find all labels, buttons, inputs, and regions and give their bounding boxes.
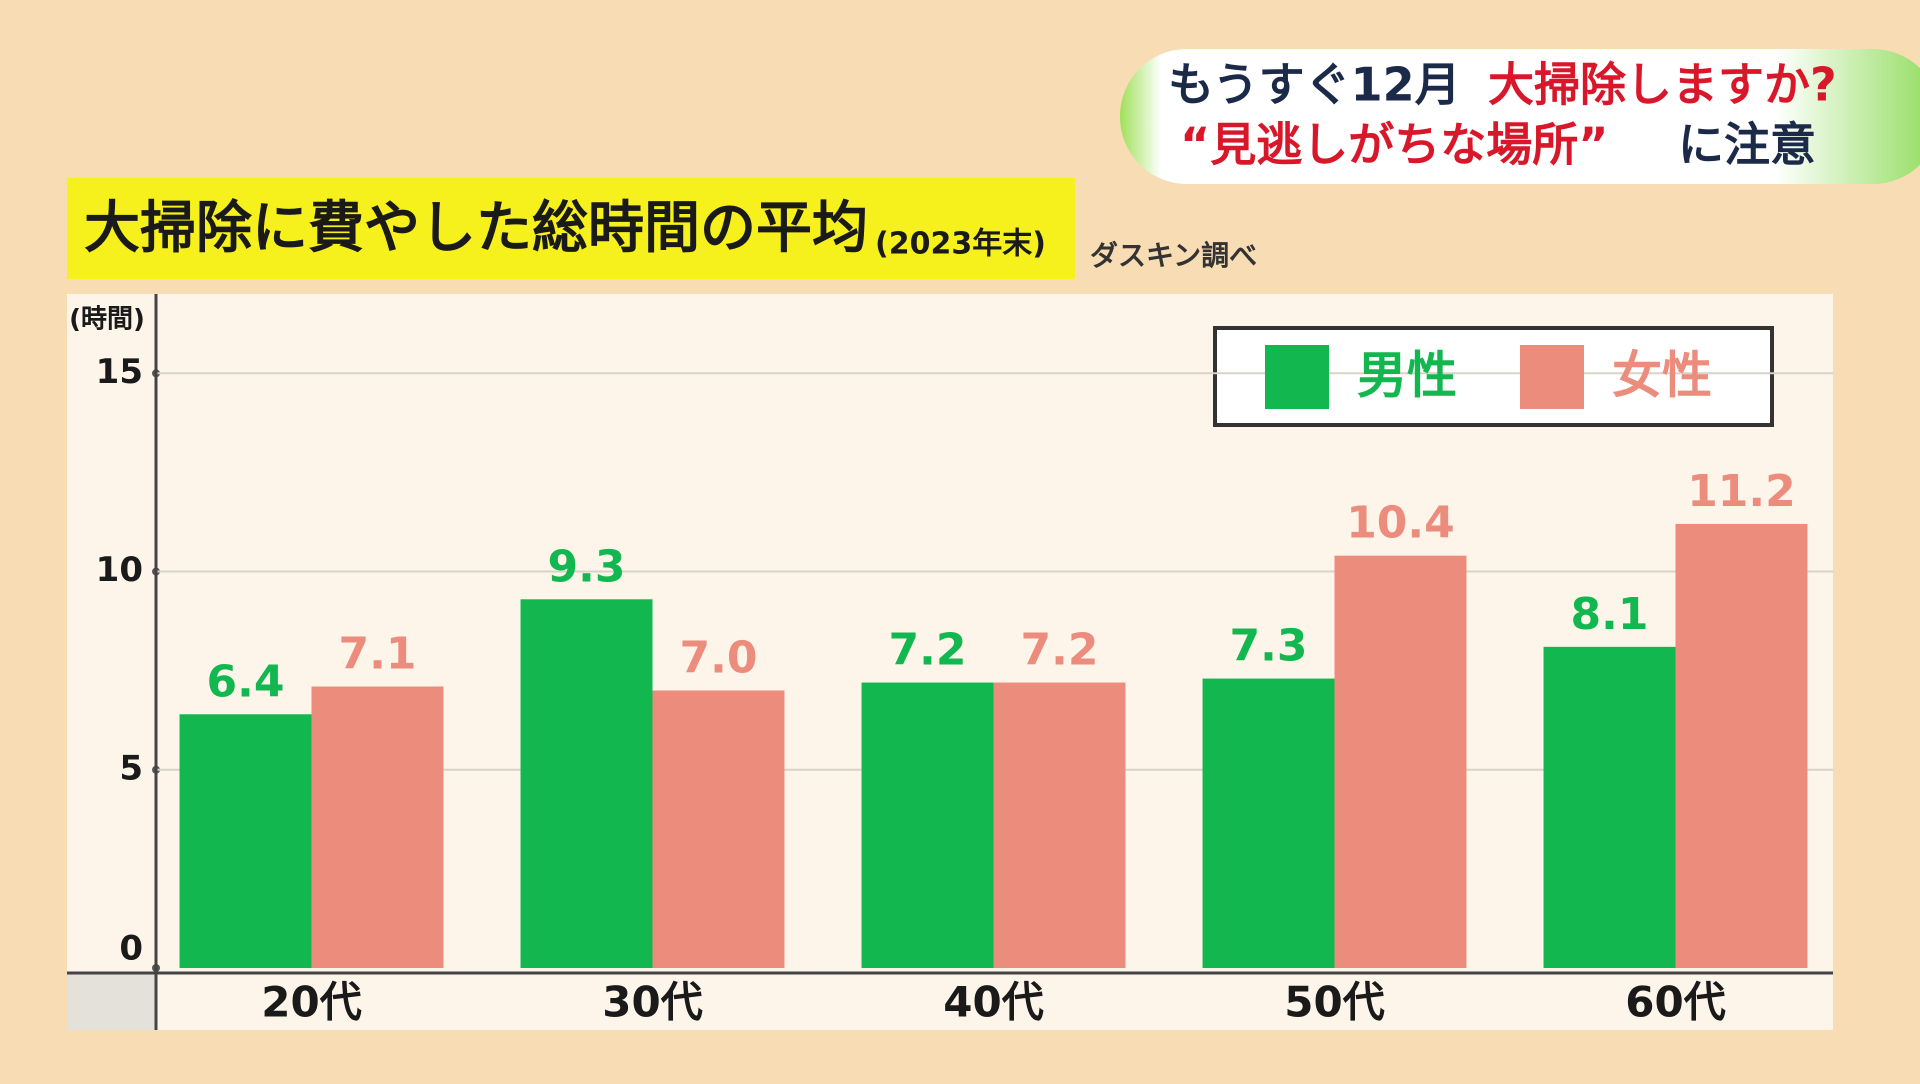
bar: [861, 682, 994, 968]
bar: [179, 714, 312, 968]
x-tick-label: 30代: [602, 978, 702, 1027]
value-label: 6.4: [207, 656, 285, 707]
bar: [311, 686, 444, 968]
title-bg: [67, 178, 1075, 279]
x-tick-label: 40代: [943, 978, 1043, 1027]
y-tick-label: 5: [119, 748, 143, 788]
value-label: 7.1: [339, 629, 417, 680]
bar: [520, 599, 653, 968]
value-label: 7.0: [680, 632, 758, 683]
value-label: 11.2: [1687, 466, 1796, 517]
value-label: 7.2: [1021, 625, 1099, 676]
bar: [1334, 555, 1467, 968]
corner: [67, 973, 156, 1030]
value-label: 7.2: [889, 625, 967, 676]
chart-title: 大掃除に費やした総時間の平均: [84, 196, 868, 261]
banner-text: に注意: [1678, 118, 1816, 172]
banner-text: 大掃除しますか?: [1488, 58, 1837, 112]
y-tick-label: 10: [96, 550, 143, 590]
banner-bg: [1120, 49, 1920, 184]
x-tick-label: 50代: [1284, 978, 1384, 1027]
source: ダスキン調べ: [1090, 239, 1257, 272]
value-label: 9.3: [548, 541, 626, 592]
legend-swatch: [1265, 345, 1329, 409]
value-label: 8.1: [1571, 589, 1649, 640]
y-axis-label: (時間): [69, 305, 145, 335]
bar: [1543, 646, 1676, 968]
banner-text: もうすぐ12月: [1168, 58, 1461, 112]
value-label: 10.4: [1346, 498, 1455, 549]
bar: [1675, 523, 1808, 968]
chart-subtitle: (2023年末): [875, 227, 1046, 262]
y-tick-label: 0: [119, 929, 143, 969]
banner-text: “見逃しがちな場所”: [1180, 118, 1608, 172]
bar: [993, 682, 1126, 968]
legend-label: 男性: [1357, 347, 1457, 405]
legend-swatch: [1520, 345, 1584, 409]
value-label: 7.3: [1230, 621, 1308, 672]
legend-label: 女性: [1612, 347, 1712, 405]
bar: [1202, 678, 1335, 968]
x-tick-label: 20代: [261, 978, 361, 1027]
y-tick-label: 15: [96, 352, 143, 392]
x-tick-label: 60代: [1625, 978, 1725, 1027]
bar: [652, 690, 785, 968]
